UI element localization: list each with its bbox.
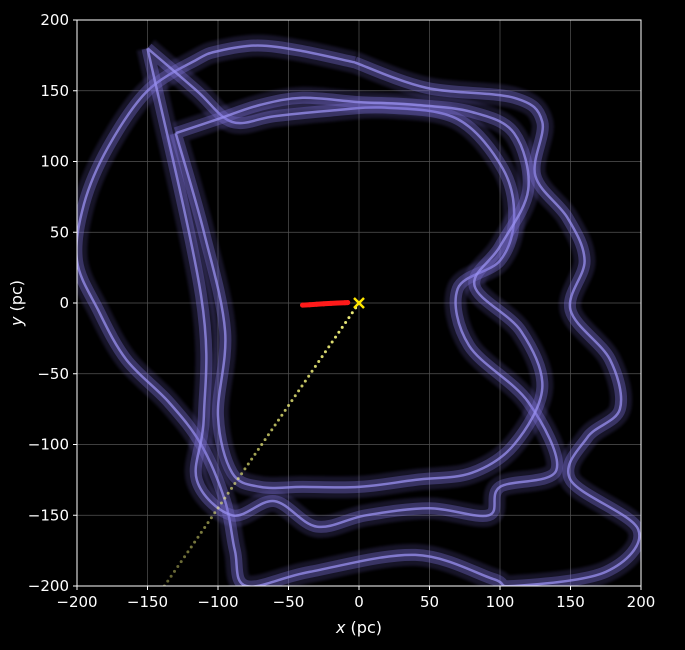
trail-dot xyxy=(327,345,331,349)
trail-dot xyxy=(334,335,338,339)
trail-dot xyxy=(186,550,190,554)
trail-dot xyxy=(183,555,187,559)
trail-dot xyxy=(219,501,223,505)
trail-dot xyxy=(179,560,183,564)
trail-dot xyxy=(176,564,180,568)
trail-dot xyxy=(203,525,207,529)
trail-dot xyxy=(250,457,254,461)
x-axis-unit: (pc) xyxy=(345,618,382,637)
trail-dot xyxy=(209,516,213,520)
trail-dot xyxy=(273,423,277,427)
trail-dot xyxy=(266,433,270,437)
trail-dot xyxy=(263,438,267,442)
red-track-point xyxy=(321,301,327,307)
y-axis-unit: (pc) xyxy=(7,280,26,317)
y-tick-label: 150 xyxy=(40,82,69,100)
y-tick-label: 200 xyxy=(40,11,69,29)
trail-dot xyxy=(196,535,200,539)
trail-dot xyxy=(270,428,274,432)
orbit-band-core xyxy=(77,44,641,586)
trail-dot xyxy=(169,574,173,578)
trail-dot xyxy=(216,506,220,510)
orbit-band-core xyxy=(174,96,544,490)
trail-dots xyxy=(162,306,358,586)
y-tick-labels: −200 −150 −100 −50 0 50 100 150 200 xyxy=(28,11,77,595)
trail-dot xyxy=(226,491,230,495)
trail-dot xyxy=(287,403,291,407)
red-track-point xyxy=(314,301,320,307)
y-axis-variable: y xyxy=(7,316,26,327)
trail-dot xyxy=(243,467,247,471)
y-tick-label: −50 xyxy=(37,365,69,383)
trail-dot xyxy=(172,569,176,573)
trail-dot xyxy=(293,394,297,398)
origin-marker xyxy=(353,297,365,309)
trail-dot xyxy=(337,330,341,334)
x-tick-label: 0 xyxy=(354,593,364,611)
trail-dot xyxy=(330,340,334,344)
trail-dot xyxy=(256,447,260,451)
trail-dot xyxy=(313,364,317,368)
y-tick-label: 50 xyxy=(50,223,69,241)
red-track-point xyxy=(335,300,341,306)
trail-dot xyxy=(230,486,234,490)
red-track-point xyxy=(307,302,313,308)
trail-dot xyxy=(283,408,287,412)
x-tick-label: −100 xyxy=(197,593,238,611)
x-tick-label: 50 xyxy=(420,593,439,611)
red-track-point xyxy=(328,300,334,306)
trail-dot xyxy=(199,530,203,534)
trail-dot xyxy=(246,462,250,466)
x-axis-label: x (pc) xyxy=(335,618,382,637)
trail-dot xyxy=(303,379,307,383)
trail-dot xyxy=(276,418,280,422)
red-track xyxy=(300,300,351,308)
trail-dot xyxy=(340,325,344,329)
x-tick-label: −50 xyxy=(273,593,305,611)
trail-dot xyxy=(344,321,348,325)
x-tick-label: −200 xyxy=(56,593,97,611)
x-axis-variable: x xyxy=(335,618,346,637)
x-tick-label: 200 xyxy=(627,593,656,611)
trail-dot xyxy=(290,399,294,403)
trail-dot xyxy=(300,384,304,388)
trail-dot xyxy=(320,355,324,359)
trail-dot xyxy=(166,579,170,583)
y-tick-label: −200 xyxy=(28,577,69,595)
orbit-bands xyxy=(77,34,641,586)
trail-dot xyxy=(253,452,257,456)
trail-dot xyxy=(347,316,351,320)
x-tick-labels: −200 −150 −100 −50 0 50 100 150 200 xyxy=(56,586,655,611)
trail-dot xyxy=(297,389,301,393)
trail-dot xyxy=(280,413,284,417)
trail-dot xyxy=(213,511,217,515)
trail-dot xyxy=(189,545,193,549)
x-tick-label: 100 xyxy=(486,593,515,611)
trail-dot xyxy=(323,350,327,354)
red-track-point xyxy=(345,300,351,306)
trail-dot xyxy=(236,477,240,481)
trail-dot xyxy=(350,311,354,315)
x-tick-label: −150 xyxy=(127,593,168,611)
trail-dot xyxy=(317,360,321,364)
trail-dot xyxy=(307,374,311,378)
trail-dot xyxy=(206,521,210,525)
trail-dot xyxy=(260,443,264,446)
y-axis-label: y (pc) xyxy=(7,280,26,327)
red-track-point xyxy=(300,302,306,308)
trail-dot xyxy=(240,472,244,476)
y-tick-label: 0 xyxy=(59,294,69,312)
y-tick-label: −150 xyxy=(28,506,69,524)
trail-dot xyxy=(193,540,197,544)
trail-dot xyxy=(223,496,227,500)
x-tick-label: 150 xyxy=(556,593,585,611)
y-tick-label: −100 xyxy=(28,436,69,454)
marker-x-stroke xyxy=(353,297,365,309)
trail-dot xyxy=(233,482,237,486)
trail-dot xyxy=(310,369,314,373)
y-tick-label: 100 xyxy=(40,153,69,171)
